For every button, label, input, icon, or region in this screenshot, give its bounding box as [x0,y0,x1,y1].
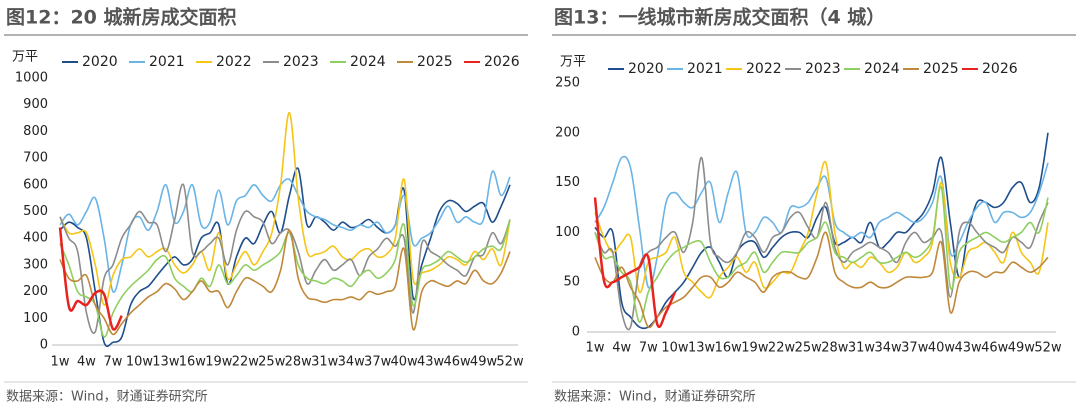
series-line [594,231,1049,329]
series-line [594,132,1049,330]
y-tick-label: 150 [555,175,580,190]
x-tick-label: 31w [848,341,876,356]
y-axis-label: 万平 [560,55,586,70]
x-tick-label: 22w [232,355,260,370]
y-axis-label: 万平 [12,50,38,65]
x-tick-label: 40w [928,341,956,356]
x-tick-label: 10w [661,341,689,356]
chart-title: 图13：一线城市新房成交面积（4 城） [554,6,885,29]
series-line [59,111,511,306]
x-tick-label: 1w [586,341,605,356]
series-line [594,185,1049,323]
series-line [594,155,1049,289]
series-line [59,183,511,334]
y-tick-label: 200 [555,125,580,140]
y-tick-label: 100 [555,225,580,240]
legend-label: 2023 [283,54,319,70]
legend-label: 2026 [484,54,520,70]
legend-label: 2025 [417,54,453,70]
source-note: 数据来源：Wind，财通证券研究所 [554,389,756,405]
legend-label: 2020 [628,61,664,77]
series-line [593,197,677,329]
series-line [59,170,511,293]
legend-label: 2026 [982,61,1018,77]
y-tick-label: 800 [23,124,48,139]
x-tick-label: 22w [768,341,796,356]
x-tick-label: 16w [179,355,207,370]
y-tick-label: 200 [23,284,48,299]
x-tick-label: 28w [821,341,849,356]
x-tick-label: 34w [875,341,903,356]
y-tick-label: 250 [555,76,580,91]
x-tick-label: 13w [688,341,716,356]
y-tick-label: 0 [572,325,580,340]
x-tick-label: 43w [417,355,445,370]
y-tick-label: 1000 [15,71,48,86]
x-tick-label: 19w [205,355,233,370]
x-tick-label: 7w [103,355,122,370]
x-tick-label: 31w [311,355,339,370]
x-tick-label: 13w [152,355,180,370]
y-tick-label: 100 [23,311,48,326]
x-tick-label: 49w [1008,341,1036,356]
y-tick-label: 700 [23,151,48,166]
series-line [594,156,1049,331]
y-tick-label: 0 [40,338,48,353]
x-tick-label: 46w [981,341,1009,356]
x-tick-label: 4w [612,341,631,356]
x-tick-label: 49w [470,355,498,370]
y-tick-label: 400 [23,231,48,246]
series-line [59,229,511,336]
legend-label: 2021 [687,61,723,77]
x-tick-label: 40w [391,355,419,370]
x-tick-label: 52w [496,355,524,370]
x-tick-label: 43w [954,341,982,356]
x-tick-label: 1w [51,355,70,370]
legend-label: 2025 [923,61,959,77]
series-line [58,227,123,331]
x-tick-label: 37w [364,355,392,370]
legend-label: 2022 [216,54,252,70]
x-tick-label: 7w [639,341,658,356]
y-tick-label: 300 [23,257,48,272]
x-tick-label: 46w [443,355,471,370]
legend-label: 2021 [149,54,185,70]
x-tick-label: 10w [126,355,154,370]
legend-label: 2023 [805,61,841,77]
x-tick-label: 4w [77,355,96,370]
x-tick-label: 25w [795,341,823,356]
legend-label: 2020 [82,54,118,70]
x-tick-label: 34w [338,355,366,370]
y-tick-label: 600 [23,177,48,192]
y-tick-label: 900 [23,97,48,112]
x-tick-label: 19w [741,341,769,356]
legend-label: 2024 [350,54,386,70]
x-tick-label: 52w [1034,341,1062,356]
y-tick-label: 50 [563,275,580,290]
legend-label: 2024 [864,61,900,77]
series-line [59,167,511,348]
series-line [594,160,1049,299]
x-tick-label: 37w [901,341,929,356]
chart-title: 图12：20 城新房成交面积 [6,6,237,29]
y-tick-label: 500 [23,204,48,219]
x-tick-label: 25w [258,355,286,370]
legend-label: 2022 [746,61,782,77]
x-tick-label: 16w [715,341,743,356]
x-tick-label: 28w [285,355,313,370]
source-note: 数据来源：Wind，财通证券研究所 [6,389,208,405]
